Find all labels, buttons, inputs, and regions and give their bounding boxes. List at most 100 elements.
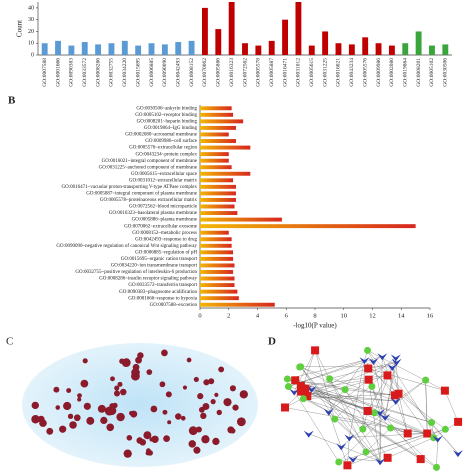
network-node xyxy=(391,358,402,366)
network-edge xyxy=(379,356,383,462)
network-node xyxy=(137,352,144,359)
network-node xyxy=(212,437,220,446)
network-node xyxy=(362,448,370,456)
x-tick-label: GO:0033572 xyxy=(82,58,88,87)
network-node xyxy=(186,357,192,363)
y-tick-label: GO:0033572~transferrin transport xyxy=(128,283,197,288)
bar xyxy=(200,139,236,143)
network-node xyxy=(383,453,392,462)
y-tick-label: GO:0008152~metabolic process xyxy=(132,231,197,236)
network-node xyxy=(359,357,370,365)
x-tick-label: GO:0016323 xyxy=(229,58,235,87)
network-node xyxy=(432,435,443,443)
y-tick-label: GO:0043234~protein complex xyxy=(136,152,198,157)
network-node xyxy=(126,435,133,441)
network-edge xyxy=(367,350,459,454)
y-tick-label: GO:0008201~heparin binding xyxy=(137,120,198,125)
network-node xyxy=(229,385,236,392)
bar xyxy=(200,224,416,229)
network-edge xyxy=(352,458,381,462)
bar xyxy=(161,44,168,55)
bar xyxy=(200,211,238,216)
bar xyxy=(242,43,248,55)
bar xyxy=(200,132,229,137)
network-node xyxy=(197,393,204,400)
network-node xyxy=(150,405,158,413)
network-node xyxy=(423,429,432,438)
network-node xyxy=(146,369,153,376)
bar xyxy=(200,302,275,307)
bar xyxy=(200,217,282,222)
network-node xyxy=(297,387,306,396)
network-edge xyxy=(287,360,365,380)
network-edge xyxy=(425,380,428,434)
network-node xyxy=(336,443,347,451)
y-tick-label: GO:0032755~positive regulation of interl… xyxy=(75,270,197,275)
y-tick-label: GO:0005887~integral component of plasma … xyxy=(86,192,198,197)
bar xyxy=(415,31,422,55)
network-node xyxy=(161,349,168,357)
y-tick-label: GO:0031225~anchored component of membran… xyxy=(99,165,198,170)
x-tick-label: 8 xyxy=(313,312,316,319)
network-edge xyxy=(365,429,446,453)
network-node xyxy=(110,376,115,382)
y-tick-label: GO:0015695~organic cation transport xyxy=(121,257,198,262)
bar xyxy=(200,106,232,111)
network-node xyxy=(136,437,143,444)
network-node xyxy=(107,406,117,416)
bar xyxy=(95,44,102,55)
network-node xyxy=(106,423,115,432)
network-edge xyxy=(398,393,428,434)
network-edge xyxy=(303,393,399,399)
network-edge xyxy=(300,375,388,387)
y-tick-label: GO:0007588~excretion xyxy=(150,303,198,308)
network-node xyxy=(182,385,188,390)
bar xyxy=(335,43,342,55)
y-axis-title: Count xyxy=(16,20,24,37)
network-node xyxy=(383,371,392,380)
x-tick-label: 2 xyxy=(227,312,230,319)
x-tick-label: GO:0072562 xyxy=(242,58,248,87)
bar xyxy=(201,7,208,55)
y-tick-label: GO:0090383~phagosome acidification xyxy=(119,290,197,295)
network-node xyxy=(86,416,95,425)
bar xyxy=(68,45,75,55)
network-node xyxy=(387,363,398,371)
bar xyxy=(121,40,128,55)
network-node xyxy=(80,379,89,388)
network-node xyxy=(441,425,449,433)
bar xyxy=(200,230,229,235)
network-node xyxy=(331,415,339,423)
network-node xyxy=(452,450,463,458)
network-node xyxy=(289,388,300,396)
x-tick-label: GO:0002080 xyxy=(389,58,395,87)
network-node xyxy=(117,381,123,387)
network-node xyxy=(188,440,197,448)
network-node xyxy=(121,358,131,368)
network-edge xyxy=(300,366,380,413)
bar xyxy=(200,119,244,124)
network-node xyxy=(63,401,72,411)
network-node xyxy=(432,463,440,471)
network-node xyxy=(151,435,159,444)
network-edge xyxy=(307,356,383,397)
network-node xyxy=(149,437,154,442)
network-node xyxy=(216,409,222,416)
network-node xyxy=(120,388,127,396)
x-tick-label: 16 xyxy=(427,312,434,319)
y-tick-label: GO:0002080~acrosomal membrane xyxy=(125,133,197,138)
network-node xyxy=(387,424,395,432)
network-node xyxy=(100,416,108,425)
network-edge xyxy=(284,407,428,434)
bar xyxy=(81,42,88,55)
bar xyxy=(200,197,236,202)
network-node xyxy=(375,458,386,466)
network-node xyxy=(59,425,67,433)
network-edge xyxy=(308,433,381,462)
network-node xyxy=(31,415,40,424)
network-edge xyxy=(295,380,346,390)
x-tick-label: GO:0007588 xyxy=(42,58,48,87)
x-tick-label: GO:0008152 xyxy=(189,58,195,87)
y-tick-label: GO:0005615~extracellular space xyxy=(131,172,198,177)
network-node xyxy=(311,346,320,355)
